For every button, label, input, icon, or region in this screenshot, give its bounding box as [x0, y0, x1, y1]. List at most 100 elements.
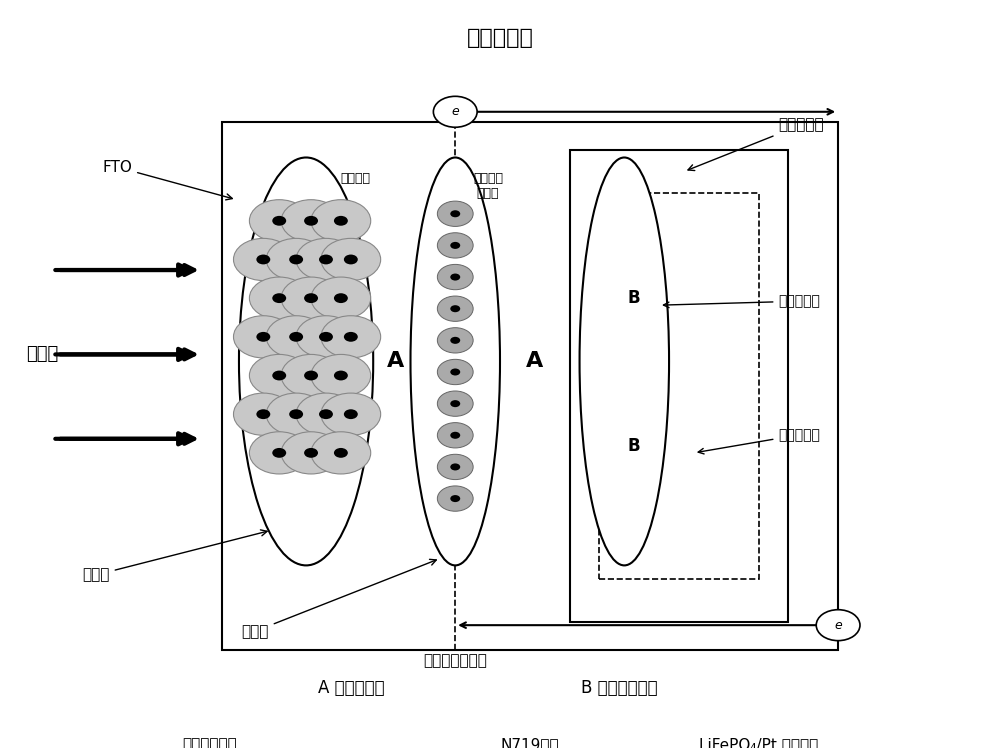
Text: 对电极: 对电极: [241, 560, 436, 639]
Circle shape: [344, 332, 358, 342]
Circle shape: [311, 355, 371, 396]
Circle shape: [256, 332, 270, 342]
Circle shape: [437, 264, 473, 289]
Circle shape: [433, 96, 477, 127]
Circle shape: [450, 305, 460, 312]
FancyBboxPatch shape: [222, 123, 838, 650]
Text: N719染料: N719染料: [500, 738, 559, 748]
Text: A 碘基电解液: A 碘基电解液: [318, 679, 384, 697]
FancyBboxPatch shape: [599, 193, 759, 580]
Circle shape: [450, 210, 460, 217]
Circle shape: [437, 486, 473, 511]
Circle shape: [344, 254, 358, 264]
Text: B 锂电池电解液: B 锂电池电解液: [581, 679, 658, 697]
Circle shape: [334, 370, 348, 381]
Text: 太阳光: 太阳光: [26, 346, 59, 364]
Circle shape: [266, 316, 326, 358]
Circle shape: [437, 391, 473, 417]
Circle shape: [437, 233, 473, 258]
Circle shape: [344, 409, 358, 419]
Circle shape: [311, 432, 371, 474]
Text: FTO: FTO: [102, 159, 232, 200]
Circle shape: [334, 216, 348, 226]
Text: 锂电池负极: 锂电池负极: [688, 117, 824, 171]
Circle shape: [281, 200, 341, 242]
Text: 自制电池盒: 自制电池盒: [698, 428, 820, 454]
Circle shape: [296, 393, 356, 435]
Circle shape: [450, 400, 460, 407]
Circle shape: [249, 432, 309, 474]
Circle shape: [816, 610, 860, 640]
Text: e: e: [834, 619, 842, 631]
Circle shape: [266, 393, 326, 435]
Circle shape: [127, 731, 167, 748]
Text: 锂电池放电过程: 锂电池放电过程: [423, 653, 487, 668]
Circle shape: [311, 200, 371, 242]
Text: 光充电过程: 光充电过程: [467, 28, 533, 48]
Circle shape: [233, 239, 293, 280]
Circle shape: [321, 316, 381, 358]
Circle shape: [272, 293, 286, 303]
Circle shape: [450, 337, 460, 344]
Circle shape: [437, 296, 473, 322]
Ellipse shape: [411, 158, 500, 565]
Circle shape: [437, 359, 473, 384]
Text: 锂离子隔膜: 锂离子隔膜: [663, 294, 820, 308]
Circle shape: [450, 369, 460, 375]
Text: e: e: [451, 105, 459, 118]
Circle shape: [321, 239, 381, 280]
Circle shape: [256, 254, 270, 264]
Circle shape: [437, 328, 473, 353]
Text: B: B: [628, 289, 641, 307]
Circle shape: [311, 277, 371, 319]
Text: A: A: [387, 352, 404, 372]
Circle shape: [450, 242, 460, 249]
Circle shape: [281, 355, 341, 396]
Text: B: B: [628, 437, 641, 455]
Circle shape: [450, 274, 460, 280]
Circle shape: [437, 454, 473, 479]
Circle shape: [249, 200, 309, 242]
Circle shape: [289, 409, 303, 419]
Circle shape: [334, 448, 348, 458]
Circle shape: [296, 239, 356, 280]
Circle shape: [272, 448, 286, 458]
Text: LiFePO₄/Pt 复合材料: LiFePO₄/Pt 复合材料: [699, 738, 818, 748]
Circle shape: [334, 293, 348, 303]
Circle shape: [266, 239, 326, 280]
Circle shape: [256, 409, 270, 419]
Circle shape: [450, 495, 460, 502]
Circle shape: [233, 316, 293, 358]
Circle shape: [289, 254, 303, 264]
Circle shape: [437, 423, 473, 448]
Circle shape: [281, 432, 341, 474]
Circle shape: [450, 432, 460, 439]
Text: 压有锂片
的铜网: 压有锂片 的铜网: [473, 171, 503, 200]
Text: 光阳极: 光阳极: [82, 530, 267, 583]
Circle shape: [249, 355, 309, 396]
Text: 纳米二氧化钛: 纳米二氧化钛: [182, 738, 237, 748]
Circle shape: [470, 738, 490, 748]
Circle shape: [319, 332, 333, 342]
Circle shape: [304, 293, 318, 303]
Circle shape: [249, 277, 309, 319]
Ellipse shape: [239, 158, 373, 565]
Ellipse shape: [580, 158, 669, 565]
FancyBboxPatch shape: [570, 150, 788, 622]
Circle shape: [281, 277, 341, 319]
Circle shape: [304, 448, 318, 458]
Circle shape: [450, 464, 460, 470]
Circle shape: [319, 254, 333, 264]
Circle shape: [319, 409, 333, 419]
Circle shape: [289, 332, 303, 342]
Circle shape: [321, 393, 381, 435]
Circle shape: [437, 201, 473, 227]
Circle shape: [272, 216, 286, 226]
Circle shape: [233, 393, 293, 435]
Circle shape: [296, 316, 356, 358]
Text: 带孔铝片: 带孔铝片: [341, 172, 371, 185]
Text: A: A: [526, 352, 543, 372]
Circle shape: [304, 216, 318, 226]
Circle shape: [304, 370, 318, 381]
Circle shape: [669, 738, 689, 748]
